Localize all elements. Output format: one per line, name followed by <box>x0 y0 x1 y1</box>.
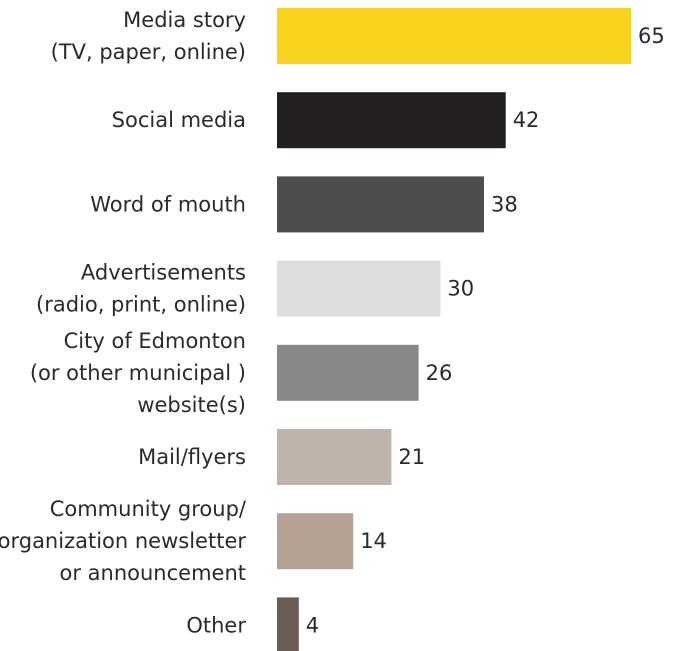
category-label: (TV, paper, online) <box>51 40 246 64</box>
bar <box>277 176 484 233</box>
data-label: 14 <box>360 529 387 553</box>
data-label: 21 <box>398 445 425 469</box>
bar <box>277 92 506 149</box>
bar <box>277 8 631 64</box>
category-label: organization newsletter <box>0 529 246 553</box>
data-label: 30 <box>447 277 474 301</box>
bar <box>277 597 299 651</box>
category-label: Social media <box>112 108 246 132</box>
bar <box>277 429 392 485</box>
category-labels: Media story (TV, paper, online) Social med… <box>0 8 247 637</box>
bar <box>277 344 419 401</box>
category-label: Mail/flyers <box>138 445 246 469</box>
category-label: or announcement <box>60 561 247 585</box>
category-label: (or other municipal ) <box>30 361 246 385</box>
bars <box>277 8 631 651</box>
data-label: 38 <box>491 192 518 216</box>
data-label: 4 <box>306 613 319 637</box>
bar <box>277 513 354 570</box>
value-labels: 65 42 38 30 26 21 14 4 <box>306 24 665 637</box>
category-label: Other <box>186 613 246 637</box>
category-label: Media story <box>123 8 246 32</box>
data-label: 42 <box>513 108 540 132</box>
data-label: 65 <box>638 24 665 48</box>
category-label: City of Edmonton <box>64 329 246 353</box>
data-label: 26 <box>426 361 453 385</box>
category-label: website(s) <box>137 393 246 417</box>
category-label: Word of mouth <box>90 192 246 216</box>
category-label: Advertisements <box>81 261 246 285</box>
bar <box>277 260 441 317</box>
category-label: Community group/ <box>50 497 247 521</box>
category-label: (radio, print, online) <box>36 293 246 317</box>
